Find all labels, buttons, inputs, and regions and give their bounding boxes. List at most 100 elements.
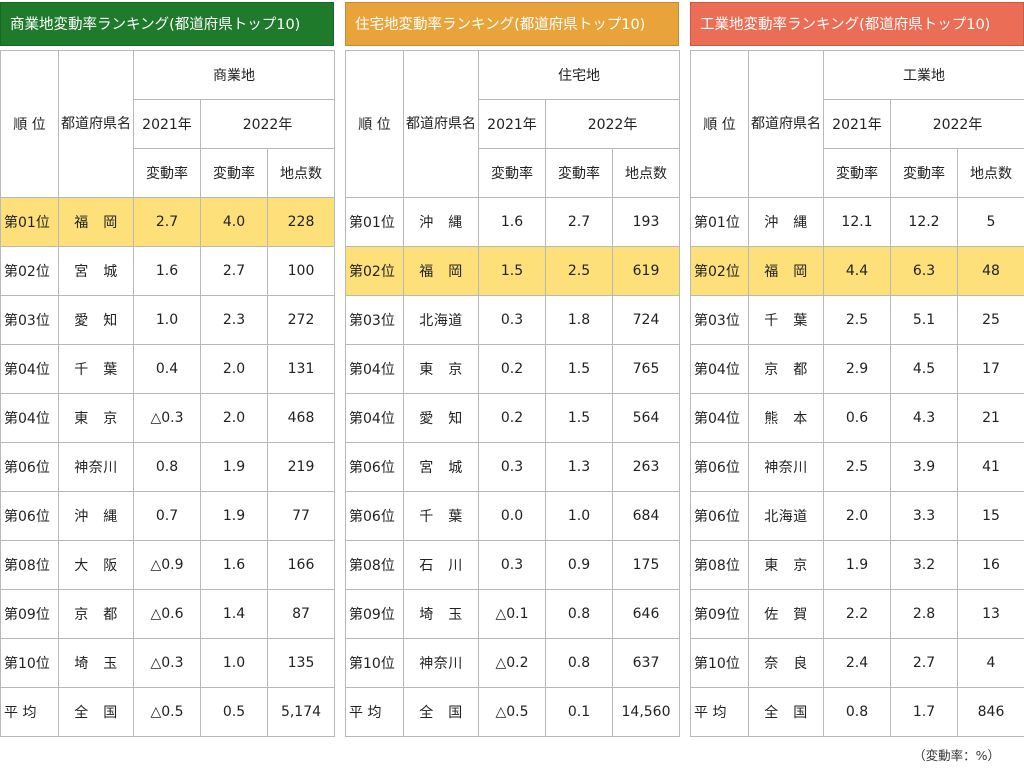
rate-2022-cell: 2.7 <box>890 638 958 688</box>
points-cell: 272 <box>266 295 336 345</box>
rate-2022-cell: 1.5 <box>545 393 613 443</box>
prefecture-cell: 熊 本 <box>748 393 824 443</box>
rate-2022-cell: 0.8 <box>545 589 613 639</box>
prefecture-cell: 東 京 <box>58 393 134 443</box>
rate-2021-cell: △0.6 <box>133 589 201 639</box>
header-2021: 2021年 <box>823 99 891 149</box>
table-row: 第10位奈 良 2.4 2.7 4 <box>690 638 1024 688</box>
rate-2021-cell: 1.0 <box>133 295 201 345</box>
points-cell: 684 <box>611 491 681 541</box>
unit-note: （変動率：%） <box>913 748 1000 763</box>
prefecture-cell: 京 都 <box>748 344 824 394</box>
table-row: 第01位福 岡 2.7 4.0 228 <box>0 197 336 247</box>
header-prefecture: 都道府県名 <box>403 50 479 198</box>
table-row: 第02位福 岡 4.4 6.3 48 <box>690 246 1024 296</box>
rate-2021-cell: 4.4 <box>823 246 891 296</box>
table-row: 第04位東 京 0.2 1.5 765 <box>345 344 681 394</box>
rate-2022-cell: 0.5 <box>200 687 268 737</box>
rate-2022-cell: 2.7 <box>545 197 613 247</box>
table-row: 第09位京 都 △0.6 1.4 87 <box>0 589 336 639</box>
rate-2021-cell: 2.4 <box>823 638 891 688</box>
rate-2022-cell: 12.2 <box>890 197 958 247</box>
rate-2022-cell: 5.1 <box>890 295 958 345</box>
prefecture-cell: 石 川 <box>403 540 479 590</box>
rate-2021-cell: △0.5 <box>478 687 546 737</box>
rate-2021-cell: 2.9 <box>823 344 891 394</box>
header-2021: 2021年 <box>478 99 546 149</box>
points-cell: 468 <box>266 393 336 443</box>
prefecture-cell: 千 葉 <box>748 295 824 345</box>
rank-cell: 第08位 <box>345 540 404 590</box>
rate-2022-cell: 1.4 <box>200 589 268 639</box>
table-row: 第06位沖 縄 0.7 1.9 77 <box>0 491 336 541</box>
rate-2022-cell: 4.5 <box>890 344 958 394</box>
prefecture-cell: 福 岡 <box>58 197 134 247</box>
header-prefecture: 都道府県名 <box>748 50 824 198</box>
prefecture-cell: 奈 良 <box>748 638 824 688</box>
rate-2022-cell: 3.9 <box>890 442 958 492</box>
table-row: 第03位愛 知 1.0 2.3 272 <box>0 295 336 345</box>
rate-2021-cell: 0.3 <box>478 442 546 492</box>
rank-cell: 第03位 <box>345 295 404 345</box>
points-cell: 166 <box>266 540 336 590</box>
prefecture-cell: 全 国 <box>58 687 134 737</box>
table-row: 第04位東 京 △0.3 2.0 468 <box>0 393 336 443</box>
rate-2021-cell: △0.2 <box>478 638 546 688</box>
rate-2021-cell: 0.8 <box>133 442 201 492</box>
rate-2022-cell: 6.3 <box>890 246 958 296</box>
rate-2021-cell: 1.9 <box>823 540 891 590</box>
rate-2021-cell: 1.5 <box>478 246 546 296</box>
table-row: 第04位京 都 2.9 4.5 17 <box>690 344 1024 394</box>
prefecture-cell: 千 葉 <box>58 344 134 394</box>
rate-2021-cell: 2.0 <box>823 491 891 541</box>
rate-2022-cell: 1.5 <box>545 344 613 394</box>
prefecture-cell: 全 国 <box>403 687 479 737</box>
prefecture-cell: 沖 縄 <box>748 197 824 247</box>
header-prefecture: 都道府県名 <box>58 50 134 198</box>
table-row: 第08位東 京 1.9 3.2 16 <box>690 540 1024 590</box>
table-row: 第04位熊 本 0.6 4.3 21 <box>690 393 1024 443</box>
header-group: 住宅地 <box>477 50 681 100</box>
points-cell: 41 <box>956 442 1024 492</box>
prefecture-cell: 福 岡 <box>748 246 824 296</box>
rate-2022-cell: 2.0 <box>200 393 268 443</box>
rate-2021-cell: 0.4 <box>133 344 201 394</box>
points-cell: 16 <box>956 540 1024 590</box>
points-cell: 175 <box>611 540 681 590</box>
rate-2021-cell: 2.5 <box>823 295 891 345</box>
rate-2021-cell: △0.3 <box>133 638 201 688</box>
header-2022: 2022年 <box>199 99 336 149</box>
rate-2021-cell: 0.0 <box>478 491 546 541</box>
ranking-panel-2: 住宅地変動率ランキング(都道府県トップ10) 順 位 都道府県名 住宅地 202… <box>345 2 681 737</box>
rate-2022-cell: 1.6 <box>200 540 268 590</box>
header-rank: 順 位 <box>0 50 59 198</box>
rate-2022-cell: 4.0 <box>200 197 268 247</box>
table-row: 第09位埼 玉 △0.1 0.8 646 <box>345 589 681 639</box>
rank-cell: 第01位 <box>345 197 404 247</box>
table-row: 第01位沖 縄 12.1 12.2 5 <box>690 197 1024 247</box>
header-points: 地点数 <box>266 148 336 198</box>
ranking-table: 順 位 都道府県名 住宅地 2021年 2022年 変動率 変動率 地点数 第0… <box>345 50 681 737</box>
points-cell: 219 <box>266 442 336 492</box>
table-row: 平 均全 国 0.8 1.7 846 <box>690 687 1024 737</box>
points-cell: 646 <box>611 589 681 639</box>
rank-cell: 第03位 <box>0 295 59 345</box>
rate-2022-cell: 2.3 <box>200 295 268 345</box>
table-row: 第02位宮 城 1.6 2.7 100 <box>0 246 336 296</box>
rank-cell: 平 均 <box>690 687 749 737</box>
points-cell: 263 <box>611 442 681 492</box>
rank-cell: 第04位 <box>690 344 749 394</box>
table-row: 第06位宮 城 0.3 1.3 263 <box>345 442 681 492</box>
rate-2021-cell: 0.2 <box>478 344 546 394</box>
table-row: 第04位千 葉 0.4 2.0 131 <box>0 344 336 394</box>
prefecture-cell: 千 葉 <box>403 491 479 541</box>
rate-2021-cell: 2.5 <box>823 442 891 492</box>
prefecture-cell: 神奈川 <box>58 442 134 492</box>
rate-2021-cell: 1.6 <box>133 246 201 296</box>
points-cell: 5 <box>956 197 1024 247</box>
table-row: 第09位佐 賀 2.2 2.8 13 <box>690 589 1024 639</box>
rank-cell: 第06位 <box>0 491 59 541</box>
rate-2021-cell: 1.6 <box>478 197 546 247</box>
header-rate-2021: 変動率 <box>478 148 546 198</box>
table-row: 第06位 神奈川 0.8 1.9 219 <box>0 442 336 492</box>
